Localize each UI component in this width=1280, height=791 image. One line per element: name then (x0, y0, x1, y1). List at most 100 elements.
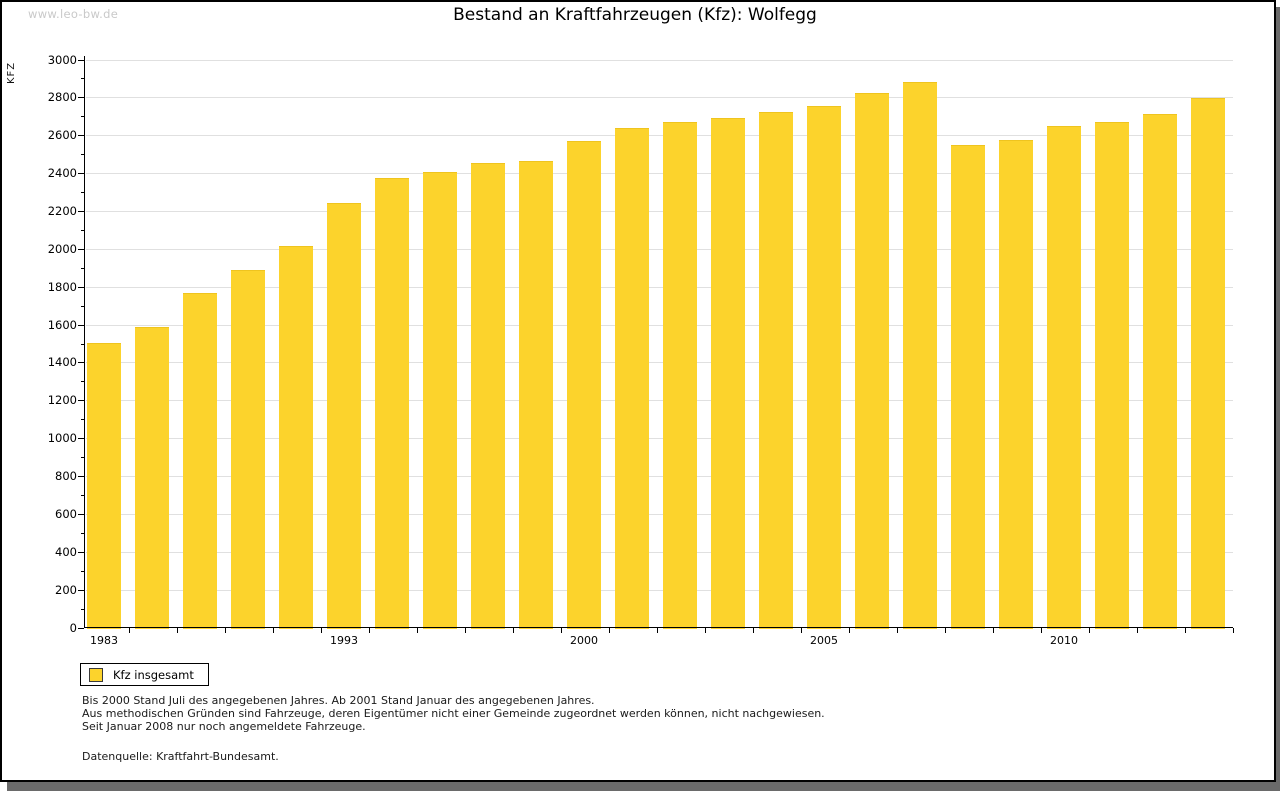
y-tick-label: 3000 (47, 52, 77, 67)
gridline (86, 173, 1233, 175)
frame-shadow-right (1276, 7, 1280, 791)
y-tick (81, 381, 84, 383)
y-tick-label: 800 (55, 469, 77, 484)
bar-2002 (663, 122, 697, 629)
gridline (86, 476, 1233, 478)
y-tick-label: 1000 (47, 431, 77, 446)
y-tick-label: 1600 (47, 317, 77, 332)
bar-2009 (999, 140, 1033, 629)
y-tick (81, 343, 84, 345)
bar-2005 (807, 106, 841, 629)
y-tick (78, 551, 84, 553)
x-tick (800, 628, 802, 633)
y-tick-label: 600 (55, 506, 77, 521)
bar-1995 (375, 178, 409, 629)
y-tick (81, 608, 84, 610)
gridline (86, 362, 1233, 364)
y-tick (81, 267, 84, 269)
footnote-line: Bis 2000 Stand Juli des angegebenen Jahr… (82, 694, 595, 707)
x-tick (944, 628, 946, 633)
bar-1997 (423, 172, 457, 629)
gridline (86, 513, 1233, 515)
y-tick (81, 305, 84, 307)
chart-title: Bestand an Kraftfahrzeugen (Kfz): Wolfeg… (453, 5, 817, 25)
y-tick-label: 0 (69, 620, 77, 635)
gridline (86, 324, 1233, 326)
x-tick (320, 628, 322, 633)
gridline (86, 97, 1233, 99)
bar-2004 (759, 112, 793, 629)
y-axis-line (84, 56, 85, 628)
watermark: www.leo-bw.de (28, 7, 119, 21)
gridline (86, 589, 1233, 591)
x-tick (176, 628, 178, 633)
y-tick (78, 400, 84, 402)
x-tick-label: 1993 (330, 634, 358, 647)
bar-1999 (519, 161, 553, 629)
x-tick-label: 2010 (1050, 634, 1078, 647)
y-tick (81, 78, 84, 80)
x-tick (1184, 628, 1186, 633)
gridline (86, 210, 1233, 212)
y-tick (78, 513, 84, 515)
y-tick (78, 173, 84, 175)
y-tick (78, 210, 84, 212)
gridline (86, 400, 1233, 402)
x-tick (464, 628, 466, 633)
x-tick (1040, 628, 1042, 633)
x-axis-line (84, 627, 1233, 628)
bar-1998 (471, 163, 505, 629)
x-tick (128, 628, 130, 633)
y-tick (78, 97, 84, 99)
footnote-line: Aus methodischen Gründen sind Fahrzeuge,… (82, 707, 825, 720)
y-tick-label: 2000 (47, 241, 77, 256)
x-tick (752, 628, 754, 633)
x-tick (224, 628, 226, 633)
x-tick (608, 628, 610, 633)
y-tick-label: 400 (55, 544, 77, 559)
y-tick (78, 589, 84, 591)
legend-box: Kfz insgesamt (80, 663, 209, 686)
x-tick (512, 628, 514, 633)
x-tick-label: 2005 (810, 634, 838, 647)
y-tick-label: 2200 (47, 203, 77, 218)
y-tick (78, 438, 84, 440)
bar-2000 (567, 141, 601, 629)
y-tick-label: 1800 (47, 279, 77, 294)
bar-1983 (87, 343, 121, 629)
y-tick (78, 59, 84, 61)
gridline (86, 135, 1233, 137)
y-tick (78, 135, 84, 137)
x-tick (1232, 628, 1234, 633)
legend-label: Kfz insgesamt (113, 667, 194, 682)
bar-2007 (903, 82, 937, 629)
y-tick (78, 286, 84, 288)
bar-2008 (951, 145, 985, 629)
y-tick (78, 248, 84, 250)
y-tick (81, 494, 84, 496)
x-tick (560, 628, 562, 633)
y-tick (78, 627, 84, 629)
footnote-line: Seit Januar 2008 nur noch angemeldete Fa… (82, 720, 366, 733)
x-tick (1088, 628, 1090, 633)
x-tick (704, 628, 706, 633)
y-tick (81, 457, 84, 459)
data-source: Datenquelle: Kraftfahrt-Bundesamt. (82, 750, 279, 763)
gridline (86, 248, 1233, 250)
y-tick (81, 154, 84, 156)
y-tick-label: 2400 (47, 166, 77, 181)
y-tick (78, 362, 84, 364)
y-tick-label: 200 (55, 582, 77, 597)
y-tick (81, 192, 84, 194)
x-tick (1136, 628, 1138, 633)
frame-shadow-bottom (7, 782, 1280, 791)
y-tick (78, 476, 84, 478)
bar-2001 (615, 128, 649, 629)
bar-2013 (1191, 98, 1225, 629)
gridline (86, 286, 1233, 288)
y-tick-label: 2600 (47, 128, 77, 143)
x-tick (656, 628, 658, 633)
bar-2012 (1143, 114, 1177, 629)
